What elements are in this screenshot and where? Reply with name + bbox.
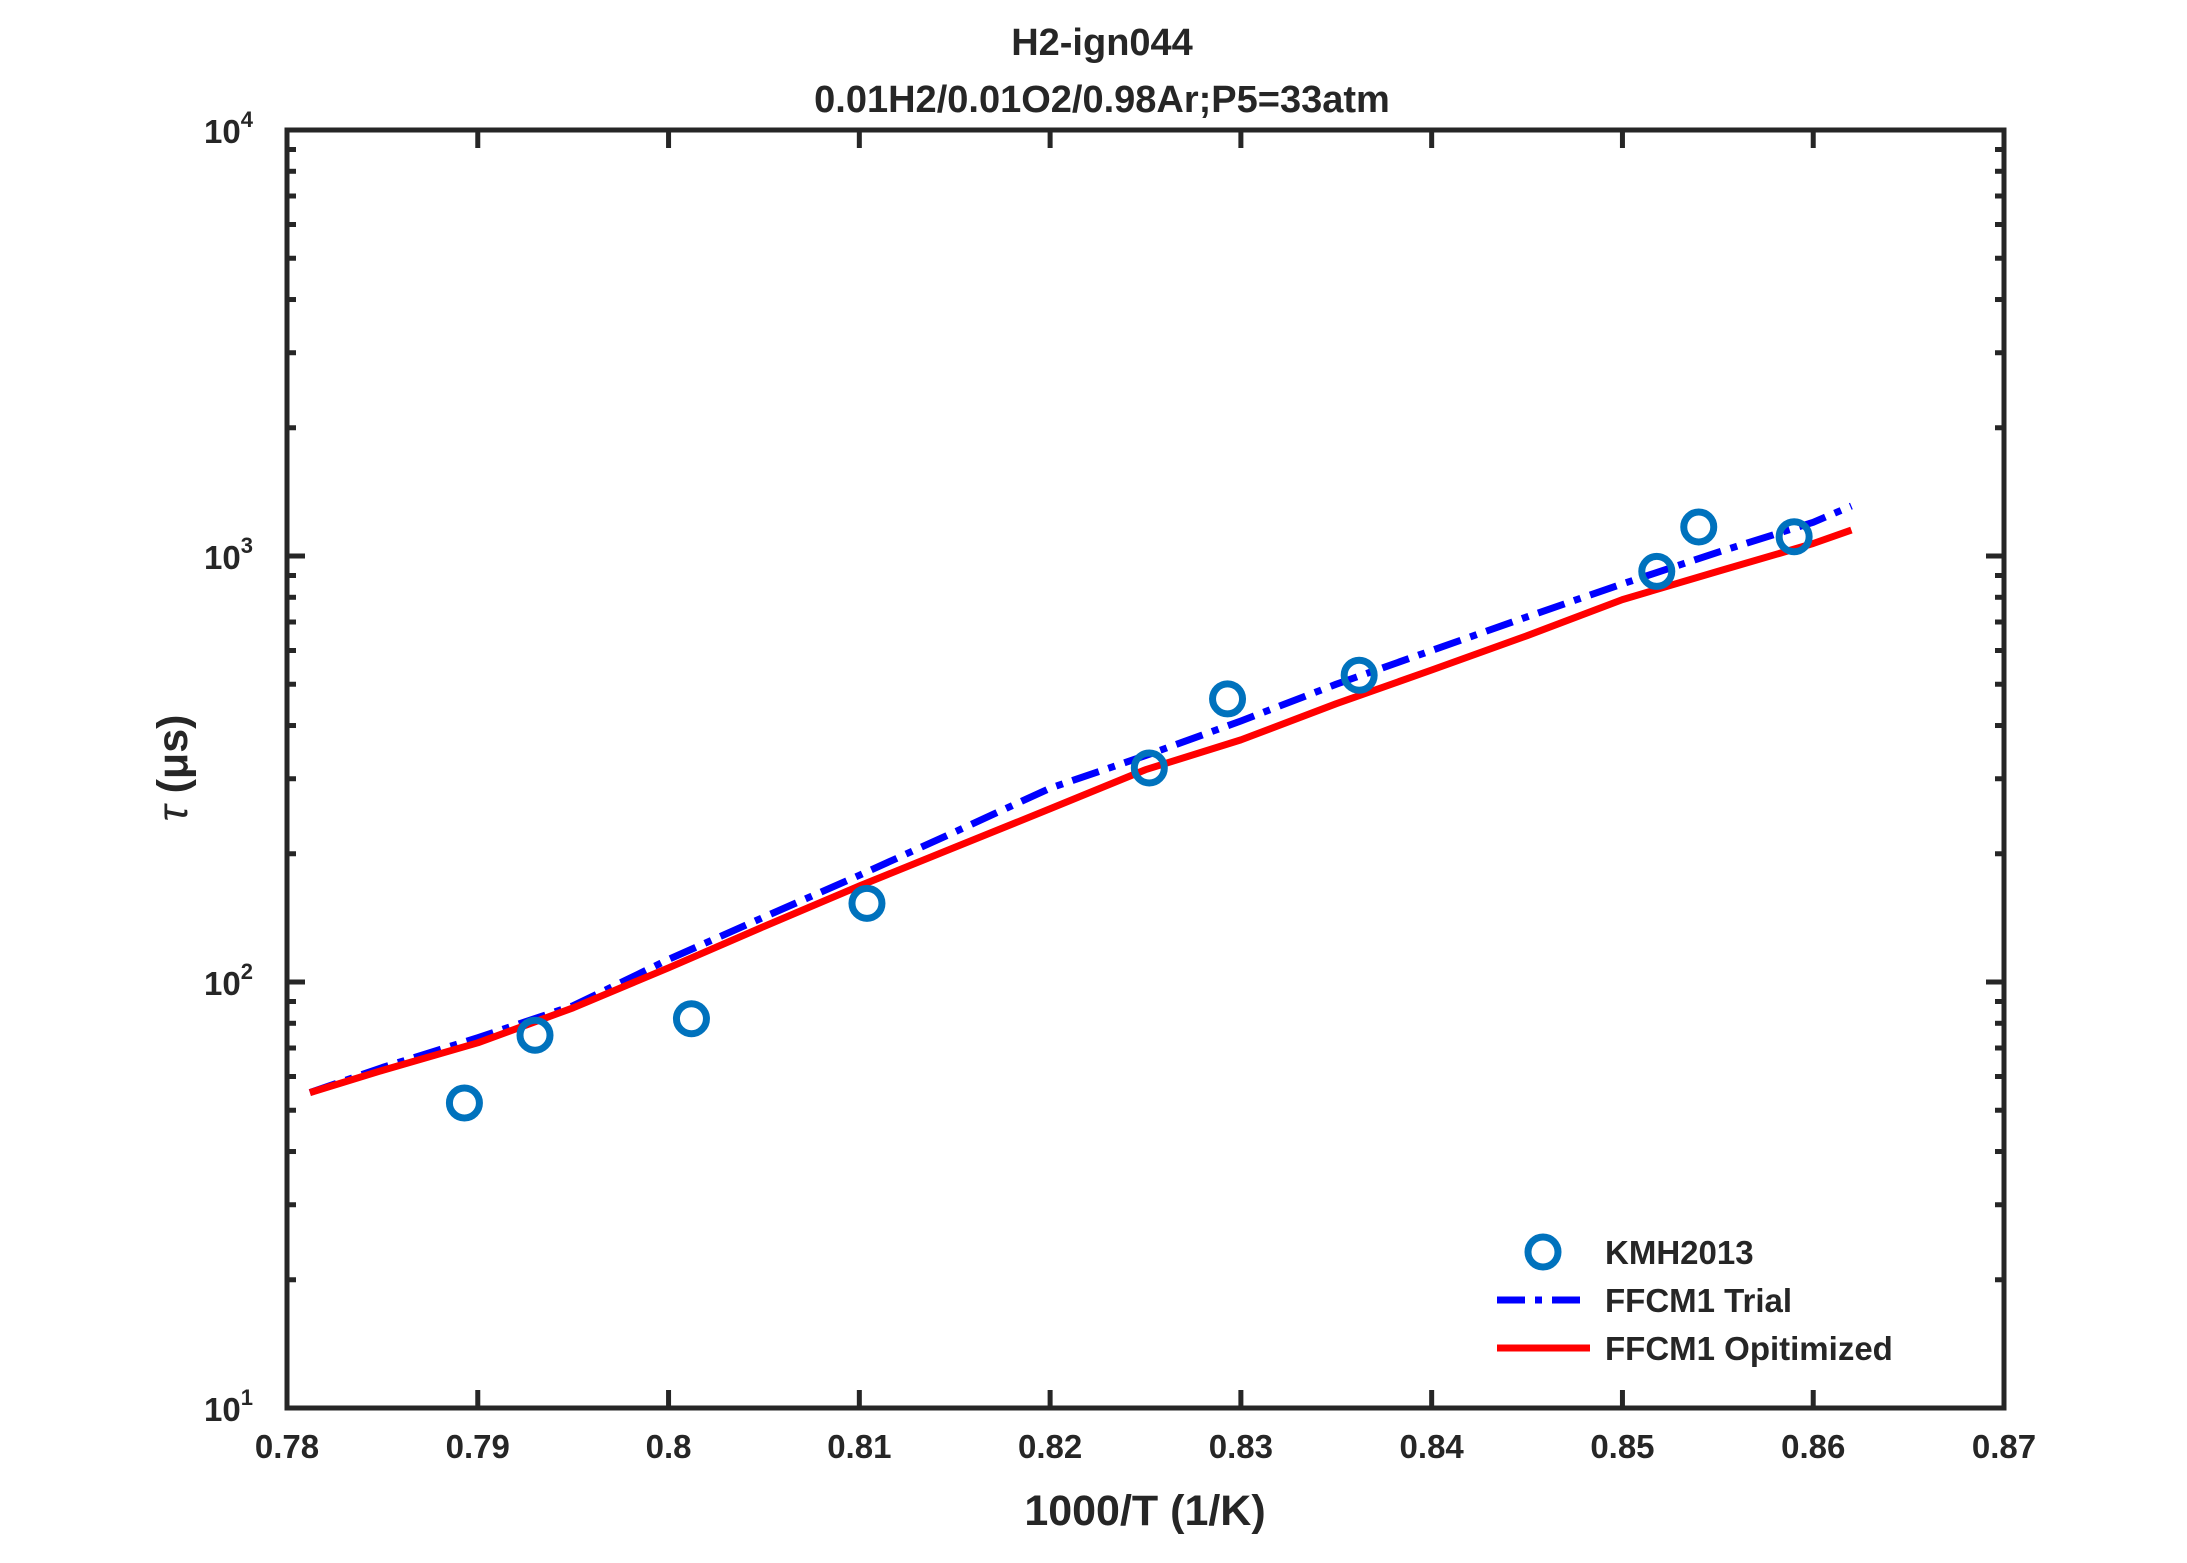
x-tick-label: 0.87 bbox=[1972, 1428, 2036, 1465]
chart-subtitle: 0.01H2/0.01O2/0.98Ar;P5=33atm bbox=[814, 79, 1390, 121]
data-point bbox=[445, 1084, 483, 1122]
x-tick-label: 0.86 bbox=[1781, 1428, 1845, 1465]
y-tick-label: 103 bbox=[204, 533, 253, 576]
data-point bbox=[1130, 749, 1168, 787]
y-tick-label: 104 bbox=[204, 107, 254, 150]
legend-marker bbox=[1524, 1233, 1562, 1271]
x-tick-labels: 0.78 0.79 0.8 0.81 0.82 0.83 0.84 0.85 0.86 0.87 bbox=[255, 1428, 2036, 1465]
x-axis-label: 1000/T (1/K) bbox=[1024, 1487, 1265, 1535]
y-axis-symbol: τ bbox=[149, 802, 197, 821]
axes-frame bbox=[284, 127, 2007, 1411]
legend-label: FFCM1 Trial bbox=[1605, 1282, 1792, 1319]
y-axis-unit: (μs) bbox=[149, 715, 197, 794]
series-line-optimized bbox=[308, 526, 1853, 1096]
data-point bbox=[848, 884, 886, 922]
plot-area bbox=[308, 502, 1853, 1122]
y-axis-label: τ (μs) bbox=[149, 715, 197, 822]
data-point bbox=[516, 1016, 554, 1054]
data-point bbox=[1638, 552, 1676, 590]
data-point bbox=[1775, 518, 1813, 556]
x-tick-label: 0.78 bbox=[255, 1428, 319, 1465]
x-tick-label: 0.84 bbox=[1400, 1428, 1465, 1465]
y-tick-label: 101 bbox=[204, 1385, 253, 1428]
chart-title: H2-ign044 bbox=[1011, 22, 1193, 64]
x-tick-label: 0.79 bbox=[446, 1428, 510, 1465]
legend-label: KMH2013 bbox=[1605, 1234, 1754, 1271]
data-point bbox=[1209, 680, 1247, 718]
x-tick-label: 0.8 bbox=[646, 1428, 692, 1465]
data-point bbox=[1680, 508, 1718, 546]
data-point bbox=[1340, 656, 1378, 694]
x-tick-label: 0.83 bbox=[1209, 1428, 1273, 1465]
x-tick-label: 0.82 bbox=[1018, 1428, 1082, 1465]
legend: KMH2013 FFCM1 Trial FFCM1 Opitimized bbox=[1497, 1233, 1893, 1367]
data-point bbox=[672, 1000, 710, 1038]
x-tick-label: 0.81 bbox=[827, 1428, 891, 1465]
legend-label: FFCM1 Opitimized bbox=[1605, 1330, 1893, 1367]
y-tick-label: 102 bbox=[204, 959, 253, 1002]
y-tick-labels: 101 102 103 104 bbox=[204, 107, 254, 1428]
x-tick-label: 0.85 bbox=[1590, 1428, 1654, 1465]
